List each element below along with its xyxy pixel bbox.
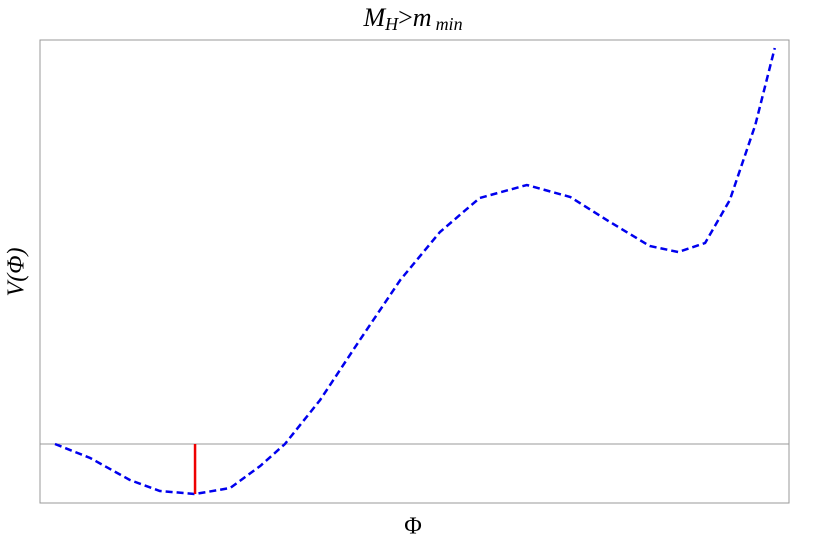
title-part: m bbox=[413, 3, 432, 32]
plot-frame bbox=[39, 39, 790, 504]
x-axis-label: Φ bbox=[404, 514, 422, 540]
y-axis-label: V(Φ) bbox=[4, 248, 30, 297]
chart-title: MH>m min bbox=[362, 3, 462, 34]
curve bbox=[54, 47, 776, 496]
title-part: > bbox=[398, 3, 413, 32]
title-part: H bbox=[384, 14, 399, 34]
title-part: M bbox=[362, 3, 386, 32]
title-part: min bbox=[436, 14, 463, 34]
